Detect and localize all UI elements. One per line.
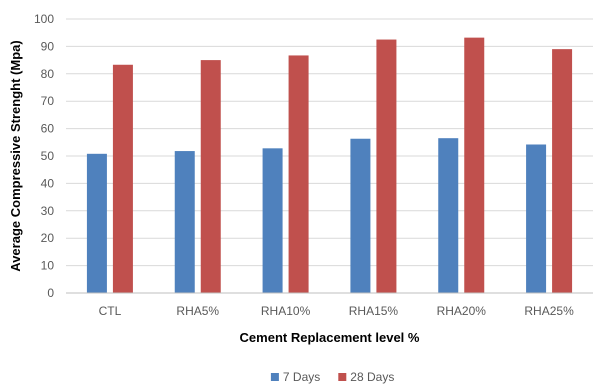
y-tick-label: 20	[41, 231, 55, 245]
y-tick-label: 80	[41, 67, 55, 81]
y-tick-label: 40	[41, 176, 55, 190]
bars	[86, 37, 573, 294]
bar-7-days	[262, 148, 283, 293]
legend-label: 28 Days	[350, 370, 394, 384]
x-tick-label: RHA15%	[349, 304, 399, 318]
y-tick-label: 60	[41, 122, 55, 136]
y-tick-label: 50	[41, 149, 55, 163]
x-axis-ticks: CTL RHA5% RHA10% RHA15% RHA20% RHA25%	[99, 304, 575, 318]
x-tick-label: RHA5%	[176, 304, 219, 318]
bar-28-days	[200, 60, 221, 293]
x-tick-label: RHA25%	[524, 304, 574, 318]
y-tick-label: 30	[41, 204, 55, 218]
bar-7-days	[86, 153, 107, 293]
bar-7-days	[174, 151, 195, 293]
bar-28-days	[552, 49, 573, 293]
y-tick-label: 70	[41, 94, 55, 108]
y-tick-label: 90	[41, 39, 55, 53]
y-tick-label: 100	[34, 12, 54, 26]
bar-7-days	[526, 144, 547, 293]
legend-swatch	[270, 373, 279, 381]
y-axis-ticks: 0 10 20 30 40 50 60 70 80 90 100	[34, 12, 54, 300]
legend-label: 7 Days	[283, 370, 320, 384]
x-axis-title: Cement Replacement level %	[240, 330, 420, 345]
bar-7-days	[350, 138, 371, 293]
bar-28-days	[376, 39, 397, 293]
x-tick-label: RHA10%	[261, 304, 311, 318]
legend: 7 Days 28 Days	[270, 370, 394, 384]
x-tick-label: RHA20%	[437, 304, 487, 318]
bar-28-days	[464, 37, 485, 293]
bar-7-days	[438, 138, 459, 293]
gridlines	[66, 18, 593, 267]
legend-swatch	[338, 373, 347, 381]
bar-28-days	[112, 64, 133, 294]
bar-28-days	[288, 55, 309, 293]
y-tick-label: 0	[47, 286, 54, 300]
x-tick-label: CTL	[99, 304, 122, 318]
y-axis-title: Average Compressive Strenght (Mpa)	[8, 40, 23, 271]
y-tick-label: 10	[41, 259, 55, 273]
